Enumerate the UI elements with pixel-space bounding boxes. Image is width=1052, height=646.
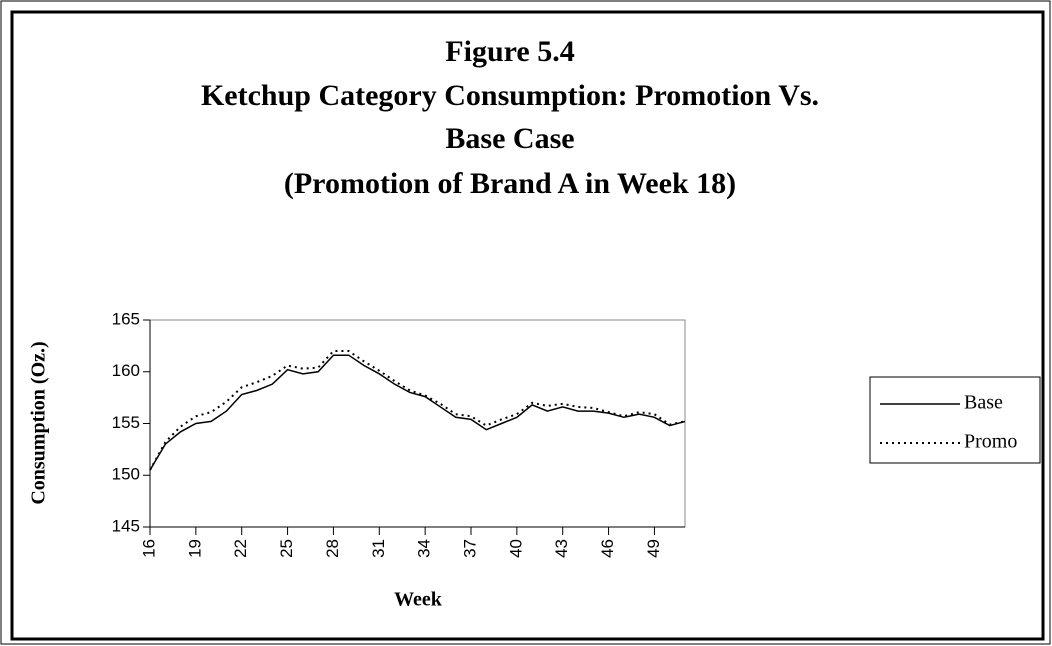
x-tick-label: 40 [506, 539, 525, 558]
x-tick-label: 37 [460, 539, 479, 558]
x-tick-label: 22 [231, 539, 250, 558]
x-axis-title: Week [394, 589, 443, 611]
legend-label: Base [964, 392, 1003, 414]
x-tick-label: 19 [185, 539, 204, 558]
legend-label: Promo [964, 431, 1017, 453]
x-tick-label: 28 [323, 539, 342, 558]
x-tick-label: 34 [415, 539, 434, 558]
x-tick-label: 46 [598, 539, 617, 558]
y-axis-title: Consumption (Oz.) [28, 341, 50, 504]
chart-title: Figure 5.4 [445, 35, 574, 68]
x-tick-label: 31 [369, 539, 388, 558]
x-tick-label: 16 [139, 539, 158, 558]
chart-subtitle: Base Case [445, 122, 574, 155]
chart-subtitle: (Promotion of Brand A in Week 18) [284, 167, 736, 200]
x-tick-label: 43 [552, 539, 571, 558]
chart-frame [10, 10, 1045, 641]
x-tick-label: 49 [644, 539, 663, 558]
y-tick-label: 145 [112, 516, 140, 535]
data-line [149, 354, 686, 471]
legend-box [869, 376, 1041, 464]
y-tick-label: 155 [112, 413, 140, 432]
y-tick-label: 165 [112, 309, 140, 328]
y-tick-label: 150 [112, 465, 140, 484]
chart-subtitle: Ketchup Category Consumption: Promotion … [201, 79, 819, 112]
x-tick-label: 25 [277, 539, 296, 558]
y-tick-label: 160 [112, 361, 140, 380]
